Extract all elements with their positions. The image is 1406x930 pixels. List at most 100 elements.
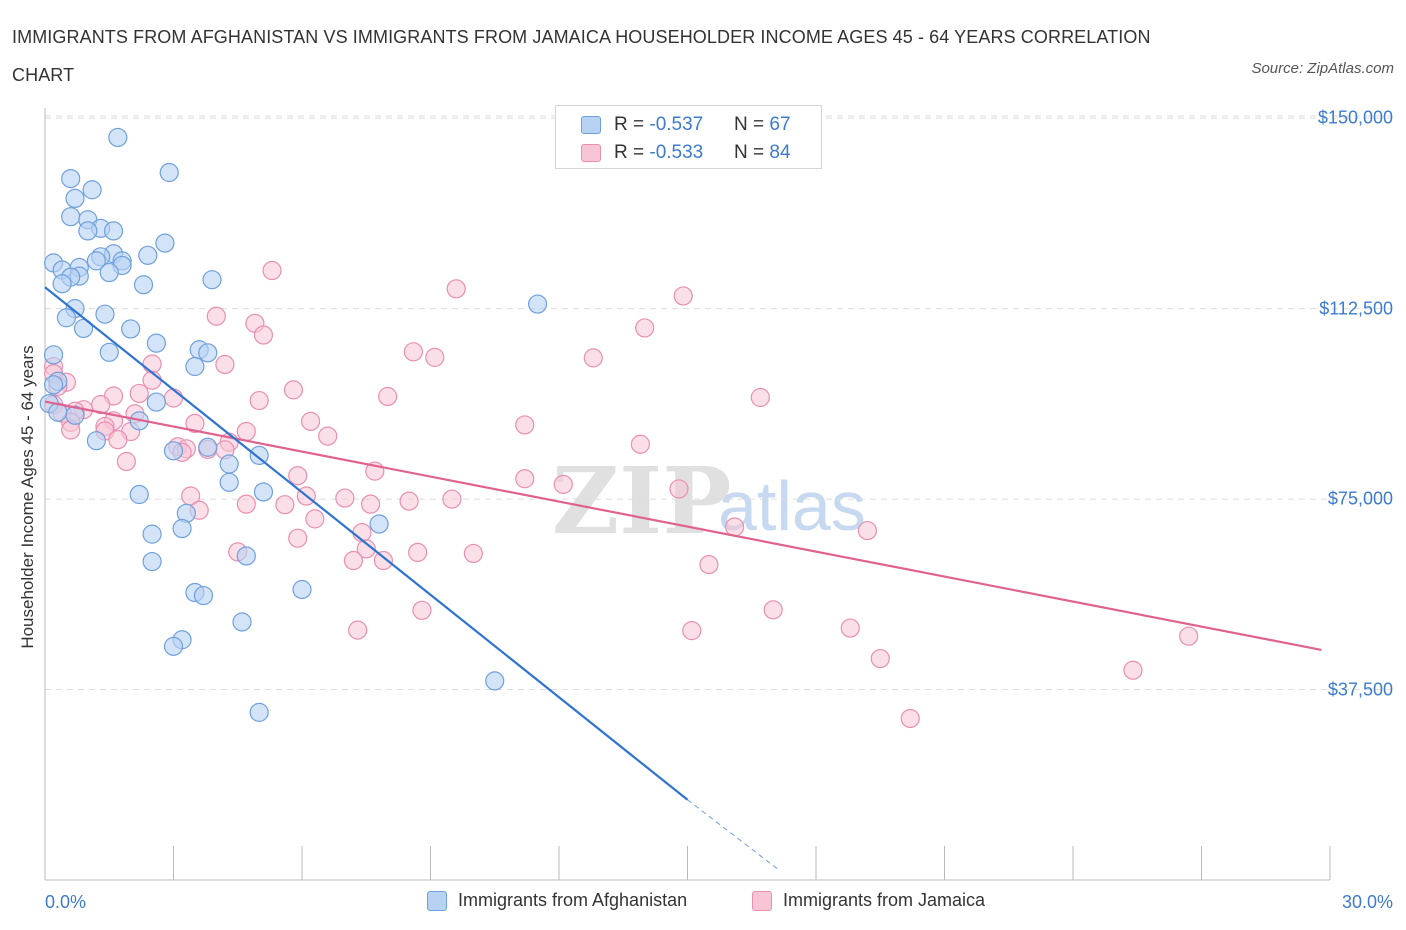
data-point-jamaica <box>399 491 419 511</box>
data-point-jamaica <box>1123 660 1143 680</box>
legend-label: Immigrants from Jamaica <box>783 890 986 910</box>
watermark: ZIP atlas <box>552 447 866 555</box>
data-point-afghanistan <box>527 294 548 314</box>
y-tick-label: $37,500 <box>1327 679 1393 700</box>
data-point-afghanistan <box>65 405 85 425</box>
data-point-afghanistan <box>86 251 107 271</box>
data-point-jamaica <box>412 600 432 620</box>
data-point-afghanistan <box>232 612 252 632</box>
data-point-afghanistan <box>219 454 239 474</box>
data-point-jamaica <box>288 528 308 548</box>
data-point-jamaica <box>215 354 235 375</box>
y-tick-label: $75,000 <box>1327 488 1393 509</box>
trendline-afghanistan <box>44 286 689 801</box>
data-point-jamaica <box>142 354 162 374</box>
data-point-afghanistan <box>129 484 149 505</box>
data-point-jamaica <box>463 543 483 564</box>
data-point-afghanistan <box>56 308 77 328</box>
data-point-jamaica <box>378 386 398 407</box>
data-point-afghanistan <box>485 671 505 691</box>
legend-swatch-pink <box>581 144 601 162</box>
data-point-afghanistan <box>172 518 192 539</box>
data-point-afghanistan <box>133 275 154 295</box>
x-tick-min: 0.0% <box>45 892 87 912</box>
data-point-jamaica <box>108 430 128 450</box>
data-point-afghanistan <box>219 472 239 492</box>
data-point-jamaica <box>840 618 860 638</box>
data-point-afghanistan <box>163 636 184 656</box>
data-point-afghanistan <box>185 356 205 377</box>
data-point-jamaica <box>750 387 770 408</box>
data-point-afghanistan <box>202 270 222 290</box>
x-tick-max: 30.0% <box>1341 892 1393 912</box>
data-point-jamaica <box>446 279 466 299</box>
data-point-afghanistan <box>43 375 64 395</box>
data-point-jamaica <box>699 554 719 575</box>
data-point-afghanistan <box>138 245 158 265</box>
data-point-afghanistan <box>103 221 124 241</box>
trendline-jamaica <box>44 400 1322 652</box>
data-point-jamaica <box>425 347 445 367</box>
data-point-jamaica <box>857 520 878 541</box>
data-point-afghanistan <box>82 180 102 200</box>
data-point-afghanistan <box>78 221 98 241</box>
correlation-legend: R = -0.537 N = 67 R = -0.533 N = 84 <box>555 105 822 169</box>
data-point-afghanistan <box>108 127 128 148</box>
data-point-jamaica <box>343 550 363 571</box>
data-point-jamaica <box>236 494 256 514</box>
data-point-jamaica <box>275 495 295 515</box>
data-point-jamaica <box>262 260 282 281</box>
legend-label: Immigrants from Afghanistan <box>458 890 688 910</box>
data-point-afghanistan <box>163 441 184 461</box>
data-point-jamaica <box>206 306 226 326</box>
data-point-afghanistan <box>198 343 218 363</box>
data-point-jamaica <box>348 620 368 640</box>
data-point-jamaica <box>356 539 376 559</box>
data-point-afghanistan <box>249 702 269 722</box>
data-point-afghanistan <box>146 333 166 353</box>
data-point-jamaica <box>763 600 783 620</box>
data-point-jamaica <box>635 318 655 338</box>
data-point-jamaica <box>725 517 745 537</box>
data-point-afghanistan <box>52 274 72 294</box>
data-point-jamaica <box>1179 626 1199 646</box>
data-point-afghanistan <box>292 579 312 600</box>
data-point-jamaica <box>335 488 355 508</box>
watermark-zip: ZIP <box>552 447 731 555</box>
data-point-jamaica <box>305 509 325 529</box>
legend-r: R = -0.537 <box>614 114 704 135</box>
data-point-afghanistan <box>99 342 119 362</box>
source-label: Source: ZipAtlas.com <box>1251 60 1394 77</box>
data-point-afghanistan <box>95 304 115 324</box>
legend-swatch-blue <box>427 891 447 911</box>
data-point-afghanistan <box>99 262 119 283</box>
y-tick-label: $112,500 <box>1319 298 1393 319</box>
data-point-jamaica <box>253 325 274 345</box>
trendlines <box>44 286 1322 870</box>
data-point-afghanistan <box>146 392 166 412</box>
legend-swatch-pink <box>752 891 772 911</box>
data-point-jamaica <box>515 415 535 435</box>
data-point-jamaica <box>163 388 184 408</box>
data-point-afghanistan <box>253 482 274 502</box>
y-tick-label: $150,000 <box>1317 107 1393 128</box>
trendline-afghanistan-extension <box>687 799 778 870</box>
data-point-jamaica <box>185 413 205 434</box>
data-point-afghanistan <box>121 319 141 339</box>
data-point-afghanistan <box>61 168 81 189</box>
data-point-afghanistan <box>159 162 179 183</box>
legend-swatch-blue <box>581 116 601 134</box>
data-point-jamaica <box>583 348 603 368</box>
data-point-afghanistan <box>86 431 107 451</box>
data-point-jamaica <box>442 489 462 509</box>
data-point-jamaica <box>129 383 149 404</box>
data-point-afghanistan <box>142 524 162 544</box>
data-point-jamaica <box>403 342 423 362</box>
data-point-jamaica <box>630 434 650 454</box>
data-point-jamaica <box>236 421 256 442</box>
data-point-jamaica <box>673 286 693 306</box>
data-point-jamaica <box>318 426 338 446</box>
data-point-afghanistan <box>155 233 175 253</box>
legend-n: N = 67 <box>734 114 791 135</box>
